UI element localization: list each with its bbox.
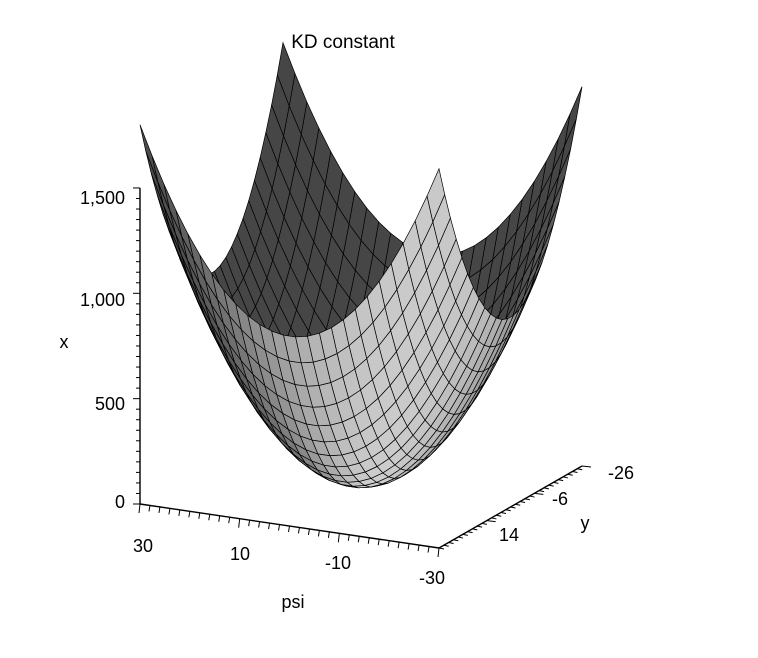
y-tick — [581, 465, 592, 468]
psi-tick — [367, 537, 370, 544]
psi-tick — [297, 527, 300, 534]
psi-tick — [258, 521, 261, 528]
y-tick — [443, 544, 449, 547]
psi-tick — [427, 546, 430, 553]
psi-tick — [208, 514, 211, 521]
y-tick — [462, 533, 468, 536]
y-tick — [505, 509, 511, 512]
psi-tick-label: 30 — [133, 536, 153, 556]
y-tick — [453, 539, 459, 542]
y-tick — [510, 506, 516, 509]
psi-tick — [377, 539, 380, 546]
psi-tick — [248, 520, 251, 527]
psi-tick — [437, 547, 440, 558]
psi-tick — [307, 528, 310, 536]
psi-tick-label: 10 — [230, 544, 250, 564]
surface-mesh — [139, 41, 583, 489]
y-tick — [477, 525, 483, 528]
x-axis-label: psi — [281, 592, 304, 612]
y-tick — [553, 481, 559, 484]
psi-tick — [387, 540, 390, 547]
z-tick-label: 0 — [115, 492, 125, 512]
psi-tick — [168, 508, 171, 515]
y-tick — [548, 484, 554, 487]
y-tick — [539, 490, 545, 493]
psi-tick — [238, 518, 241, 528]
y-tick — [500, 511, 507, 514]
psi-tick — [397, 542, 400, 549]
y-tick — [519, 501, 526, 504]
y-tick — [524, 498, 530, 501]
chart-title: KD constant — [291, 32, 395, 53]
y-tick — [472, 528, 478, 531]
y-tick — [577, 468, 583, 471]
psi-tick — [317, 530, 320, 537]
psi-tick — [198, 512, 201, 519]
psi-tick — [178, 509, 181, 516]
y-tick — [491, 517, 497, 520]
psi-tick — [138, 503, 141, 514]
psi-tick — [218, 515, 221, 522]
y-tick — [515, 503, 521, 506]
y-tick — [438, 547, 445, 550]
psi-tick — [228, 517, 231, 524]
psi-tick — [327, 531, 330, 538]
y-tick-label: -6 — [552, 489, 568, 509]
psi-tick — [407, 543, 410, 550]
z-axis-label: x — [60, 332, 69, 352]
y-tick — [448, 542, 454, 545]
y-tick — [481, 522, 487, 525]
z-tick-label: 500 — [95, 394, 125, 414]
z-tick-label: 1,000 — [80, 290, 125, 310]
psi-tick — [288, 525, 290, 533]
psi-tick — [148, 505, 151, 512]
y-axis-label: y — [581, 513, 590, 533]
y-tick-label: -26 — [608, 463, 634, 483]
z-tick-label: 1,500 — [80, 188, 125, 208]
y-tick — [457, 536, 464, 539]
y-tick-label: 14 — [499, 525, 519, 545]
y-tick — [534, 492, 544, 495]
psi-tick — [347, 534, 350, 541]
psi-tick — [158, 506, 161, 514]
y-tick — [467, 531, 473, 534]
psi-tick-label: -10 — [325, 553, 351, 573]
y-tick — [529, 495, 535, 498]
y-tick — [486, 520, 496, 523]
psi-tick — [268, 522, 271, 530]
psi-tick — [188, 511, 191, 518]
psi-tick-label: -30 — [419, 568, 445, 588]
y-tick — [572, 470, 578, 473]
surface-patch — [139, 124, 159, 182]
axes — [133, 187, 592, 558]
y-tick — [496, 514, 502, 517]
y-tick — [562, 476, 569, 479]
psi-tick — [357, 536, 360, 543]
psi-tick — [337, 533, 340, 543]
y-tick — [567, 473, 573, 476]
psi-tick — [417, 544, 420, 552]
y-tick — [543, 487, 549, 490]
psi-tick — [278, 524, 281, 531]
y-tick — [558, 479, 564, 482]
